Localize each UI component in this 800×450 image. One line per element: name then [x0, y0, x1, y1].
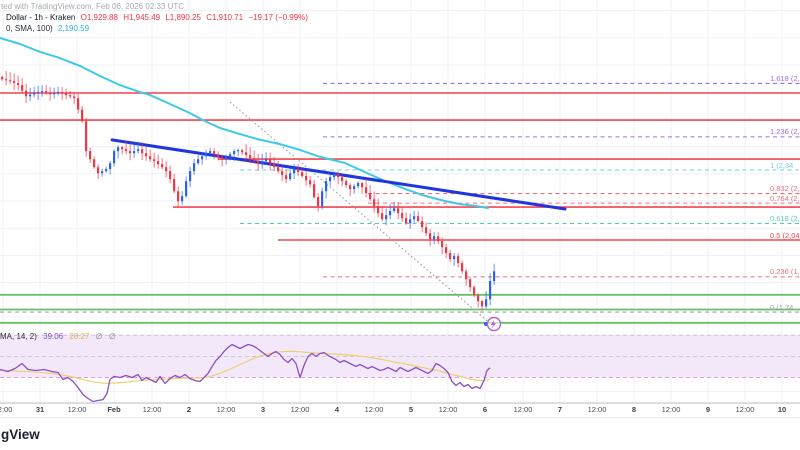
- time-tick-label: 12:00: [513, 405, 533, 414]
- fib-label-0.5: 0.5 (2,04: [770, 230, 800, 240]
- time-tick-label: 10: [777, 405, 787, 414]
- position-marker-icon[interactable]: [484, 316, 502, 332]
- fib-level-lines[interactable]: [0, 82, 800, 324]
- watermark-text: ted with TradingView.com, Feb 06, 2026 0…: [1, 2, 185, 11]
- time-tick-label: 12:00: [142, 405, 162, 414]
- time-tick-label: 6: [482, 405, 488, 414]
- time-tick-label: 12:00: [67, 405, 87, 414]
- fib-label-0.618: 0.618 (2,11: [770, 213, 800, 223]
- ohlc-open: O1,929.88: [80, 13, 118, 22]
- rsi-empty-values: ∅ ∅: [95, 332, 118, 341]
- ohlc-low: L1,890.25: [165, 13, 201, 22]
- ohlc-close: C1,910.71: [206, 13, 244, 22]
- rsi-indicator-lines: [0, 343, 491, 403]
- time-tick-label: 12:00: [438, 405, 458, 414]
- fib-label-1.618: 1.618 (2,71: [770, 73, 800, 83]
- fib-label-1: 1 (2,34: [770, 160, 794, 170]
- rsi-ma-value: 28.27: [69, 332, 90, 341]
- dotted-trendline[interactable]: [229, 101, 492, 325]
- candlesticks: [1, 71, 496, 311]
- time-tick-label: 12:00: [364, 405, 384, 414]
- time-tick-label: 3: [260, 405, 266, 414]
- time-tick-label: 4: [334, 405, 340, 414]
- fib-label-0.236: 0.236 (1,88: [770, 267, 800, 277]
- time-tick-label: 7: [557, 405, 563, 414]
- fib-label-1.236: 1.236 (2,48: [770, 127, 800, 137]
- sma-legend-value: 2,190.59: [57, 24, 90, 33]
- time-tick-label: 12:00: [661, 405, 681, 414]
- time-tick-label: Feb: [107, 405, 121, 414]
- time-tick-label: 12:00: [290, 405, 310, 414]
- rsi-legend-label[interactable]: MA, 14, 2): [0, 332, 37, 341]
- rsi-legend: MA, 14, 2) 39.06 28.27 ∅ ∅: [0, 332, 118, 341]
- symbol-legend: Dollar - 1h - Kraken O1,929.88 H1,945.49…: [6, 12, 308, 34]
- time-tick-label: 5: [408, 405, 414, 414]
- rsi-value: 39.06: [43, 332, 64, 341]
- time-tick-label: 9: [705, 405, 711, 414]
- symbol-title[interactable]: Dollar - 1h - Kraken: [6, 13, 76, 22]
- fib-label-0.764: 0.764 (2,20: [770, 193, 800, 203]
- time-tick-label: 12:00: [735, 405, 755, 414]
- fib-label-0: 0 (1,74: [770, 302, 794, 312]
- pane-separators: [0, 334, 800, 418]
- sma-legend-label[interactable]: 0, SMA, 100): [6, 24, 53, 33]
- tradingview-logo[interactable]: gView: [1, 427, 40, 442]
- time-tick-label: 12:00: [216, 405, 236, 414]
- sma-100-line: [0, 36, 489, 209]
- price-change: −19.17 (−0.99%): [248, 13, 308, 22]
- ohlc-high: H1,945.49: [123, 13, 161, 22]
- fib-label-0.832: 0.832 (2,24: [770, 184, 800, 194]
- time-tick-label: 31: [35, 405, 45, 414]
- time-tick-label: 12:00: [0, 405, 13, 414]
- time-tick-label: 8: [631, 405, 637, 414]
- time-tick-label: 12:00: [587, 405, 607, 414]
- rsi-band: [0, 335, 800, 378]
- time-tick-label: 2: [186, 405, 192, 414]
